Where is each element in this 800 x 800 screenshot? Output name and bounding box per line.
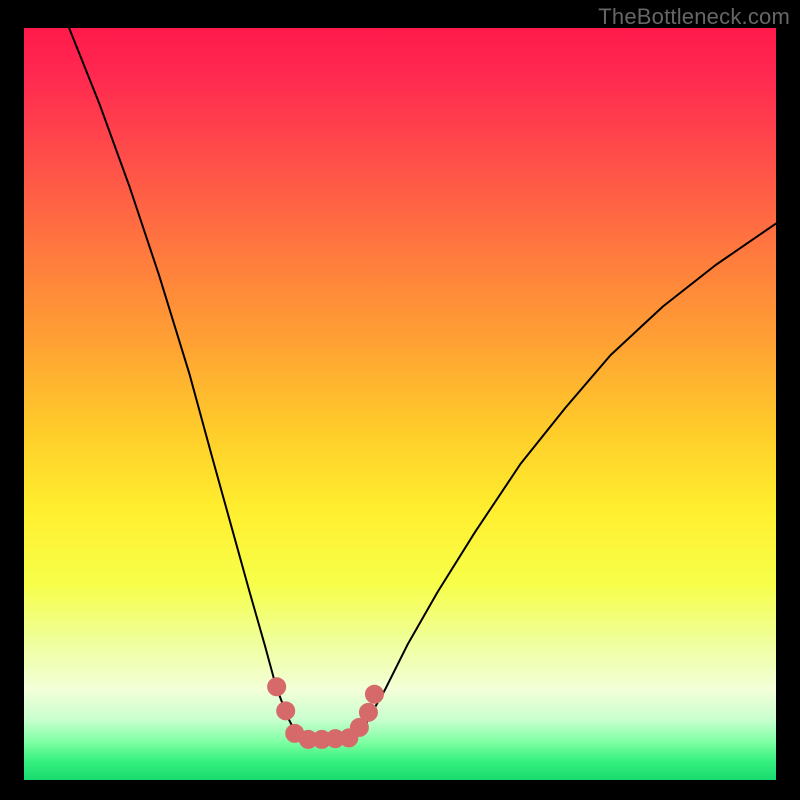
bottleneck-marker	[268, 678, 286, 696]
gradient-background	[24, 28, 776, 780]
bottleneck-marker	[359, 703, 377, 721]
bottleneck-marker	[365, 685, 383, 703]
bottleneck-marker	[277, 702, 295, 720]
bottleneck-chart	[0, 0, 800, 800]
watermark-label: TheBottleneck.com	[598, 4, 790, 30]
chart-stage: TheBottleneck.com	[0, 0, 800, 800]
